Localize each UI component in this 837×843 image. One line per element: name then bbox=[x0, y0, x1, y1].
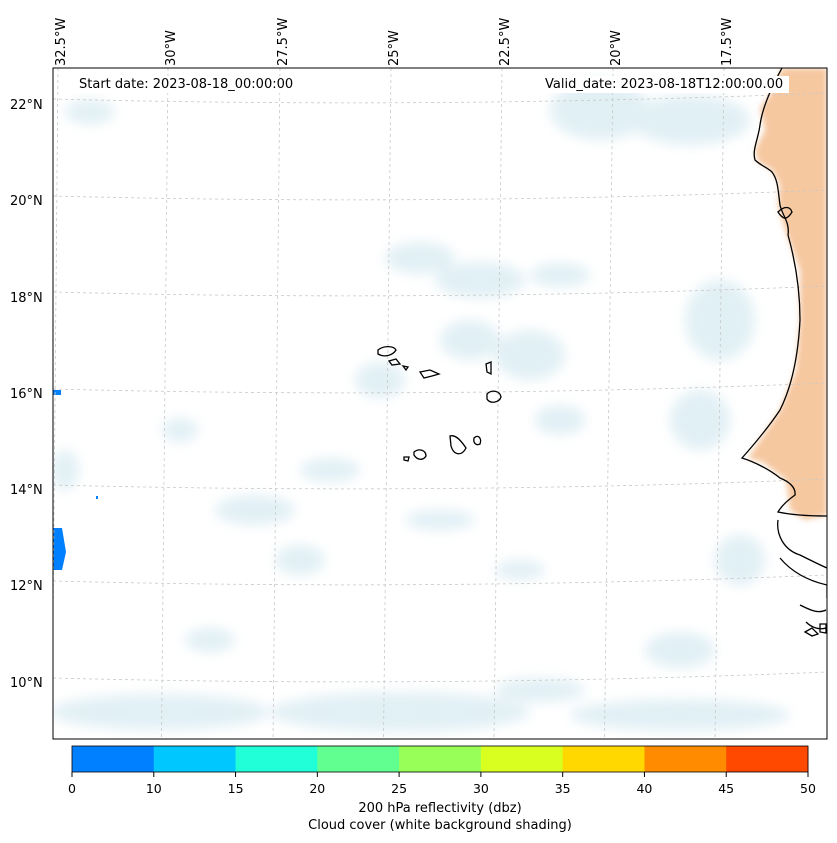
map-frame bbox=[52, 67, 828, 740]
colorbar-segment bbox=[480, 746, 564, 772]
colorbar-frame bbox=[71, 745, 809, 773]
parallel-line bbox=[53, 382, 827, 394]
colorbar-tick-label: 25 bbox=[391, 781, 408, 796]
lon-label: 22.5°W bbox=[498, 17, 513, 66]
parallel-line bbox=[53, 671, 827, 683]
map-area bbox=[53, 68, 827, 739]
colorbar-tick-label: 50 bbox=[800, 781, 816, 796]
lon-label: 32.5°W bbox=[54, 17, 69, 66]
colorbar-tick-label: 10 bbox=[145, 781, 162, 796]
graticule bbox=[53, 68, 827, 739]
lon-label: 30°W bbox=[164, 30, 179, 66]
colorbar-segment bbox=[399, 746, 482, 772]
parallel-line bbox=[53, 478, 827, 490]
meridian-line bbox=[604, 68, 614, 739]
colorbar bbox=[71, 746, 809, 777]
colorbar-segment bbox=[317, 746, 400, 772]
lon-label: 25°W bbox=[387, 30, 402, 66]
meridian-line bbox=[161, 68, 169, 739]
meridian-line bbox=[714, 68, 725, 739]
parallel-line bbox=[53, 92, 827, 104]
meridian-line bbox=[272, 68, 281, 739]
colorbar-segment bbox=[644, 746, 727, 772]
lat-label: 18°N bbox=[10, 291, 43, 306]
colorbar-tick-label: 15 bbox=[227, 781, 244, 796]
lat-label: 12°N bbox=[10, 579, 43, 594]
colorbar-segment bbox=[235, 746, 318, 772]
parallel-line bbox=[53, 189, 827, 201]
lon-label: 20°W bbox=[609, 30, 624, 66]
colorbar-segment bbox=[726, 746, 809, 772]
colorbar-tick-label: 40 bbox=[636, 781, 653, 796]
colorbar-segment bbox=[562, 746, 645, 772]
colorbar-tick-label: 20 bbox=[309, 781, 326, 796]
colorbar-tick-label: 30 bbox=[472, 781, 489, 796]
colorbar-segment bbox=[153, 746, 237, 772]
valid-date-label: Valid_date: 2023-08-18T12:00:00.00 bbox=[539, 76, 790, 93]
colorbar-sublabel: Cloud cover (white background shading) bbox=[308, 818, 572, 833]
coastline bbox=[377, 68, 827, 637]
lat-label: 20°N bbox=[10, 194, 43, 209]
parallel-line bbox=[53, 285, 827, 297]
reflectivity-patch bbox=[53, 528, 66, 570]
land-shading bbox=[748, 68, 827, 520]
lon-label: 27.5°W bbox=[276, 17, 291, 66]
lat-label: 16°N bbox=[10, 387, 43, 402]
colorbar-label: 200 hPa reflectivity (dbz) bbox=[358, 801, 522, 816]
colorbar-segment bbox=[72, 746, 155, 772]
colorbar-tick-label: 35 bbox=[554, 781, 571, 796]
meridian-line bbox=[383, 68, 392, 739]
lat-label: 14°N bbox=[10, 483, 43, 498]
parallel-line bbox=[53, 574, 827, 586]
lat-label: 10°N bbox=[10, 676, 43, 691]
lat-label: 22°N bbox=[10, 98, 43, 113]
colorbar-tick-label: 0 bbox=[68, 781, 76, 796]
reflectivity-patch bbox=[96, 496, 98, 499]
start-date-label: Start date: 2023-08-18_00:00:00 bbox=[73, 76, 300, 93]
colorbar-tick-label: 45 bbox=[718, 781, 735, 796]
cloud-cover-shading bbox=[53, 80, 790, 732]
lon-label: 17.5°W bbox=[720, 17, 735, 66]
reflectivity-patch bbox=[53, 390, 61, 395]
meridian-line bbox=[493, 68, 503, 739]
